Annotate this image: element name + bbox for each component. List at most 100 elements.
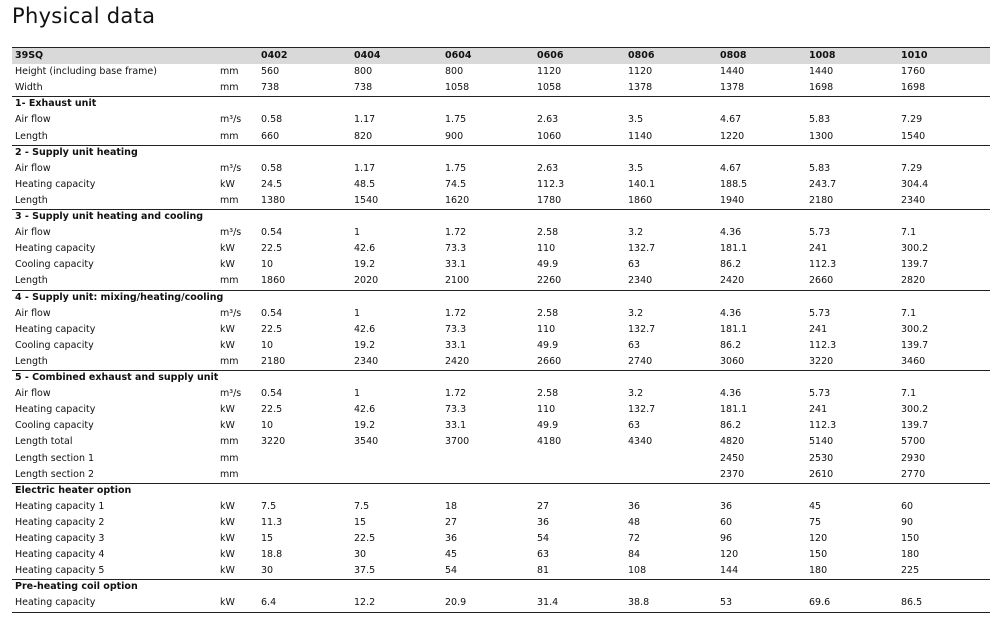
value-cell: 108 (628, 565, 647, 577)
value-cell: 4.67 (720, 162, 742, 174)
section-title: 2 - Supply unit heating (15, 146, 138, 158)
row-unit: m³/s (220, 114, 242, 126)
row-unit: kW (220, 420, 235, 432)
value-cell: 4.67 (720, 114, 742, 126)
value-cell: 1.72 (445, 388, 467, 400)
value-cell: 1378 (720, 82, 745, 94)
value-cell: 18.8 (261, 549, 283, 561)
value-cell: 112.3 (809, 259, 837, 271)
row-unit: mm (220, 355, 239, 367)
value-cell: 2740 (628, 355, 653, 367)
value-cell: 1860 (628, 194, 653, 206)
value-cell: 36 (445, 533, 458, 544)
value-cell: 49.9 (537, 339, 559, 351)
value-cell: 120 (720, 549, 739, 561)
value-cell: 0.54 (261, 388, 283, 400)
row-unit: mm (220, 468, 239, 480)
value-cell: 19.2 (354, 339, 376, 351)
value-cell: 2340 (354, 355, 379, 367)
value-cell: 42.6 (354, 323, 376, 335)
value-cell: 81 (537, 565, 550, 577)
value-cell: 4.36 (720, 227, 742, 239)
value-cell: 0.54 (261, 307, 283, 319)
value-cell: 139.7 (901, 420, 929, 432)
row-label: Cooling capacity (15, 339, 94, 351)
value-cell: 20.9 (445, 597, 467, 609)
row-label: Heating capacity 5 (15, 565, 105, 577)
value-cell: 140.1 (628, 178, 656, 190)
header-cell: 1008 (809, 50, 836, 61)
value-cell: 49.9 (537, 259, 559, 271)
row-unit: kW (220, 533, 235, 544)
row-label: Length (15, 275, 48, 287)
row-unit: mm (220, 194, 239, 206)
value-cell: 10 (261, 339, 274, 351)
row-label: Heating capacity (15, 404, 96, 416)
value-cell: 2820 (901, 275, 926, 287)
value-cell: 54 (445, 565, 458, 577)
value-cell: 1380 (261, 194, 286, 206)
row-unit: kW (220, 516, 235, 528)
value-cell: 2180 (809, 194, 834, 206)
value-cell: 1620 (445, 194, 470, 206)
value-cell: 27 (445, 516, 458, 528)
value-cell: 3.2 (628, 227, 644, 239)
value-cell: 181.1 (720, 243, 748, 255)
section-title: 1- Exhaust unit (15, 98, 97, 110)
row-label: Heating capacity (15, 597, 96, 609)
value-cell: 84 (628, 549, 641, 561)
value-cell: 3700 (445, 436, 470, 448)
value-cell: 4340 (628, 436, 653, 448)
value-cell: 2.58 (537, 388, 559, 400)
value-cell: 5.83 (809, 162, 831, 174)
value-cell: 22.5 (261, 243, 283, 255)
value-cell: 45 (445, 549, 458, 561)
value-cell: 660 (261, 130, 280, 142)
row-unit: kW (220, 323, 235, 335)
value-cell: 225 (901, 565, 920, 577)
value-cell: 188.5 (720, 178, 748, 190)
value-cell: 2180 (261, 355, 286, 367)
value-cell: 1058 (537, 82, 562, 94)
row-unit: kW (220, 597, 235, 609)
row-unit: mm (220, 82, 239, 94)
value-cell: 7.1 (901, 388, 917, 400)
row-unit: kW (220, 339, 235, 351)
value-cell: 112.3 (809, 420, 837, 432)
value-cell: 1058 (445, 82, 470, 94)
value-cell: 63 (628, 420, 641, 432)
value-cell: 2.63 (537, 114, 559, 126)
value-cell: 1.72 (445, 227, 467, 239)
table-top-rule (12, 47, 990, 48)
value-cell: 4180 (537, 436, 562, 448)
value-cell: 2930 (901, 452, 926, 464)
row-label: Cooling capacity (15, 259, 94, 271)
row-label: Heating capacity (15, 243, 96, 255)
value-cell: 1060 (537, 130, 562, 142)
value-cell: 241 (809, 323, 828, 335)
value-cell: 1.75 (445, 162, 467, 174)
value-cell: 1860 (261, 275, 286, 287)
section-title: 5 - Combined exhaust and supply unit (15, 372, 219, 383)
value-cell: 1540 (901, 130, 926, 142)
value-cell: 2.58 (537, 227, 559, 239)
value-cell: 7.29 (901, 162, 923, 174)
value-cell: 5.73 (809, 227, 831, 239)
row-label: Width (15, 82, 43, 94)
value-cell: 4820 (720, 436, 745, 448)
row-label: Heating capacity (15, 323, 96, 335)
row-label: Air flow (15, 114, 51, 126)
row-unit: kW (220, 404, 235, 416)
value-cell: 15 (261, 533, 274, 544)
value-cell: 800 (354, 66, 373, 78)
value-cell: 139.7 (901, 339, 929, 351)
row-label: Heating capacity 2 (15, 516, 105, 528)
value-cell: 54 (537, 533, 550, 544)
section-title: Electric heater option (15, 484, 132, 496)
value-cell: 7.29 (901, 114, 923, 126)
value-cell: 86.2 (720, 339, 742, 351)
value-cell: 48.5 (354, 178, 376, 190)
row-label: Air flow (15, 162, 51, 174)
value-cell: 3.2 (628, 388, 644, 400)
row-unit: kW (220, 549, 235, 561)
